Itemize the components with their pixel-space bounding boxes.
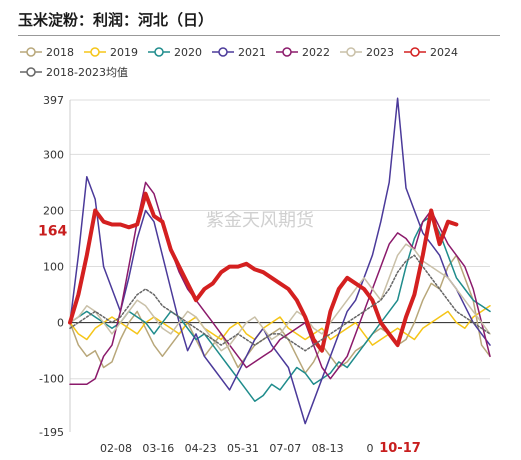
y-tick-label: -195 <box>39 426 64 439</box>
legend-marker-icon <box>20 67 42 77</box>
y-tick-label: 200 <box>43 204 64 217</box>
legend-label: 2021 <box>238 45 266 59</box>
y-tick-label: 100 <box>43 261 64 274</box>
legend-label: 2020 <box>174 45 202 59</box>
legend-item[interactable]: 2020 <box>148 42 202 62</box>
legend-label: 2018 <box>46 45 74 59</box>
legend-label: 2024 <box>430 45 458 59</box>
legend-marker-icon <box>404 47 426 57</box>
legend-label: 2018-2023均值 <box>46 66 128 79</box>
legend-marker-icon <box>20 47 42 57</box>
series-line-2021 <box>69 97 491 425</box>
current-value-label: 164 <box>38 224 67 240</box>
x-tick-label: 0 <box>367 442 374 455</box>
title-divider <box>18 35 500 36</box>
legend-item[interactable]: 2018 <box>20 42 74 62</box>
legend-label: 2023 <box>366 45 394 59</box>
legend-marker-icon <box>148 47 170 57</box>
legend-marker-icon <box>212 47 234 57</box>
x-tick-label: 04-23 <box>185 442 217 455</box>
legend-item[interactable]: 2022 <box>276 42 330 62</box>
legend-marker-icon <box>340 47 362 57</box>
x-tick-label: 05-31 <box>227 442 259 455</box>
x-tick-label: 02-08 <box>100 442 132 455</box>
legend-marker-icon <box>84 47 106 57</box>
y-tick-label: -100 <box>39 373 64 386</box>
legend-item[interactable]: 2019 <box>84 42 138 62</box>
y-tick-label: 397 <box>43 94 64 107</box>
series-line-2019 <box>69 305 491 346</box>
legend-item[interactable]: 2023 <box>340 42 394 62</box>
legend-marker-icon <box>276 47 298 57</box>
x-tick-label: 07-07 <box>269 442 301 455</box>
x-tick-label: 03-16 <box>142 442 174 455</box>
chart-title: 玉米淀粉：利润：河北（日） <box>18 11 214 29</box>
series-line-2024 <box>68 191 459 353</box>
legend-item[interactable]: 2021 <box>212 42 266 62</box>
y-tick-label: 0 <box>57 317 64 330</box>
series-line-2018 <box>69 254 491 374</box>
legend-item[interactable]: 2024 <box>404 42 458 62</box>
chart-legend: 2018 2019 2020 2021 2022 2023 2024 2018-2023均值 <box>20 42 500 82</box>
x-tick-label: 08-13 <box>312 442 344 455</box>
legend-label: 2019 <box>110 45 138 59</box>
series-line-2018-2023均值 <box>69 254 491 352</box>
y-tick-label: 300 <box>43 148 64 161</box>
current-date-label: 10-17 <box>379 441 421 456</box>
legend-label: 2022 <box>302 45 330 59</box>
watermark: 紫金天风期货 <box>206 210 314 231</box>
legend-item[interactable]: 2018-2023均值 <box>20 62 128 82</box>
